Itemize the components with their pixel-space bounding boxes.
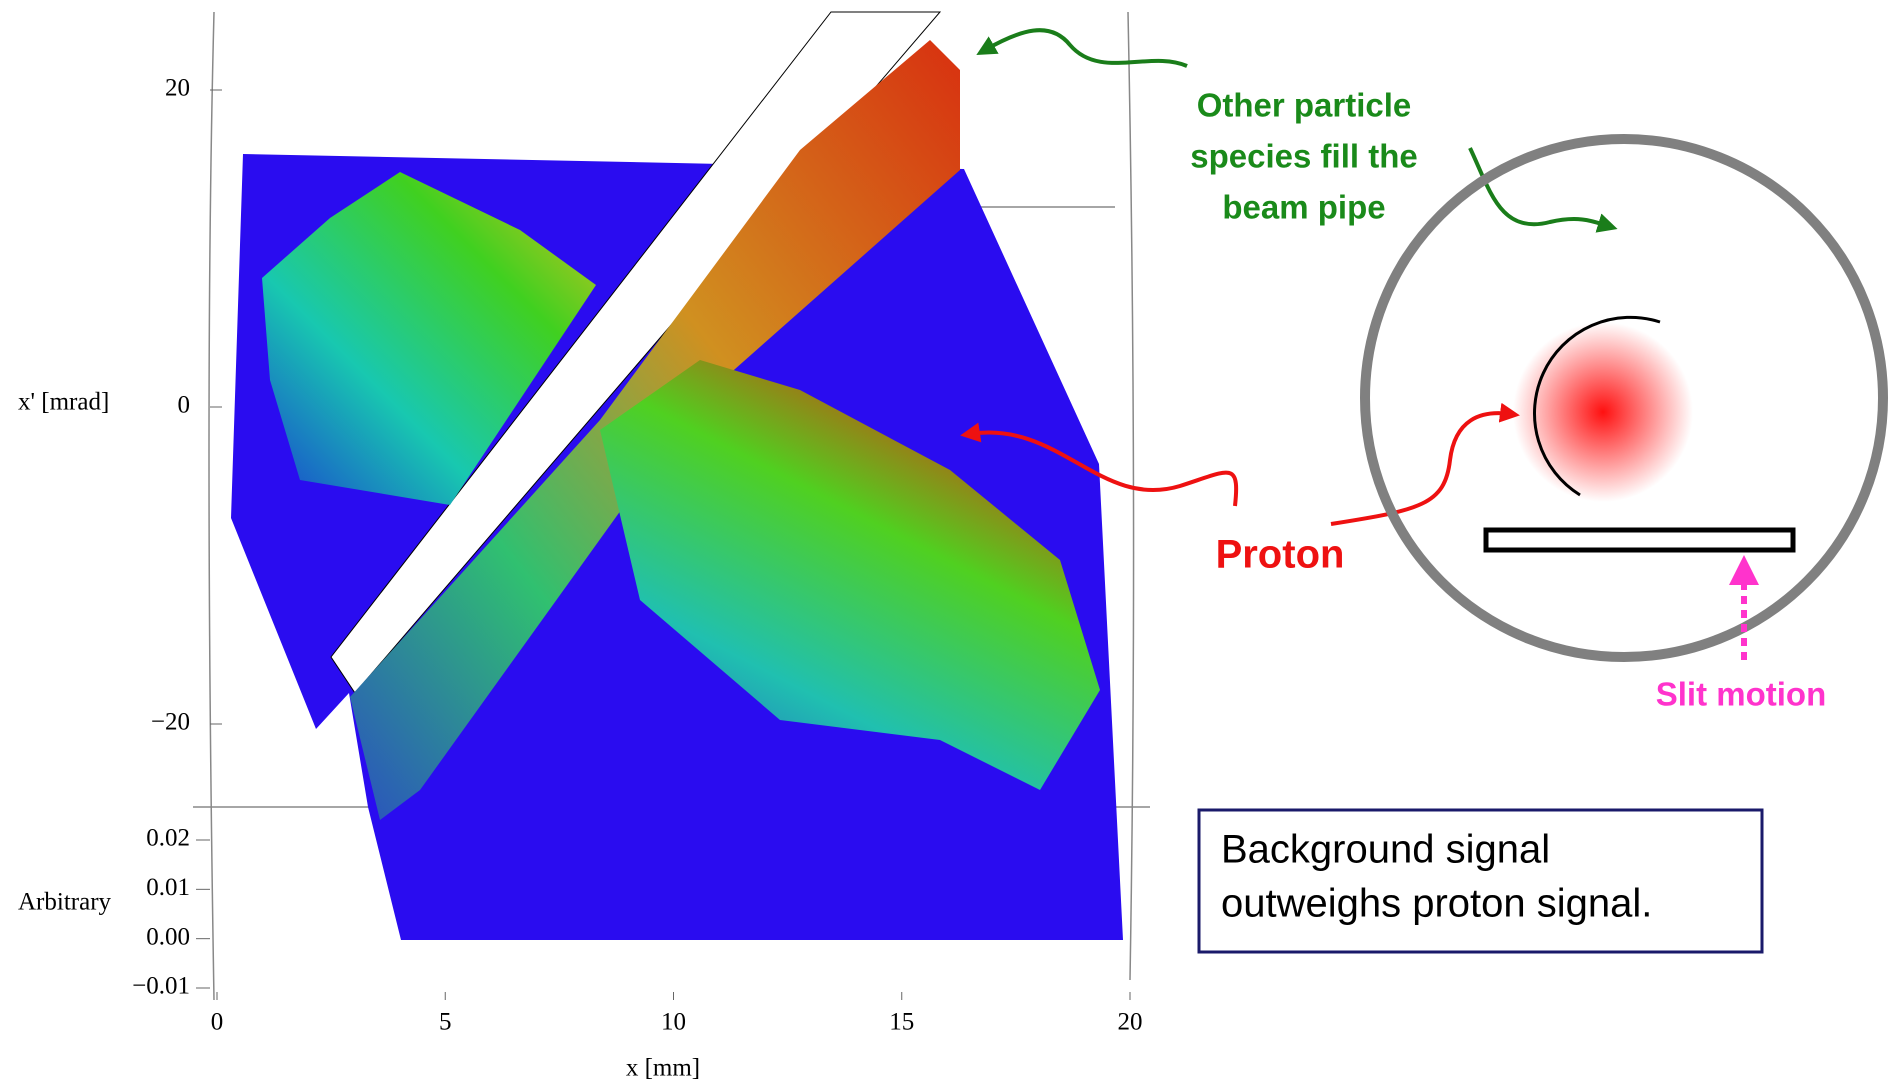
- z-tick-label: −0.01: [132, 973, 190, 1000]
- x-axis-label: x [mm]: [626, 1055, 700, 1082]
- z-axis-label: Arbitrary: [18, 889, 112, 916]
- annotation-text: Other particle species fill the beam pipe P…: [1190, 87, 1826, 926]
- z-tick-label: 0.01: [146, 874, 190, 901]
- y-tick-label: 20: [165, 75, 190, 102]
- species-label: Other particle: [1197, 87, 1412, 124]
- x-tick-label: 0: [211, 1009, 224, 1036]
- x-tick-label: 15: [889, 1009, 914, 1036]
- annotations: [960, 28, 1888, 954]
- species-label: species fill the: [1190, 138, 1417, 175]
- axes: 0 5 10 15 20 −20 0 20 0.02 0.01 0.00 −0.01: [132, 75, 1142, 1036]
- z-tick-label: 0.02: [146, 825, 190, 852]
- proton-label: Proton: [1216, 533, 1345, 577]
- z-tick-label: 0.00: [146, 923, 190, 950]
- note-line: outweighs proton signal.: [1221, 882, 1652, 926]
- species-label: beam pipe: [1222, 189, 1385, 226]
- slit-motion-label: Slit motion: [1656, 676, 1826, 713]
- y-axis-label: x' [mrad]: [18, 389, 109, 416]
- x-tick-label: 20: [1118, 1009, 1143, 1036]
- note-line: Background signal: [1221, 828, 1550, 872]
- y-tick-label: −20: [151, 709, 190, 736]
- y-tick-label: 0: [178, 392, 191, 419]
- x-tick-label: 10: [661, 1009, 686, 1036]
- surface: [231, 11, 1123, 940]
- x-tick-label: 5: [439, 1009, 452, 1036]
